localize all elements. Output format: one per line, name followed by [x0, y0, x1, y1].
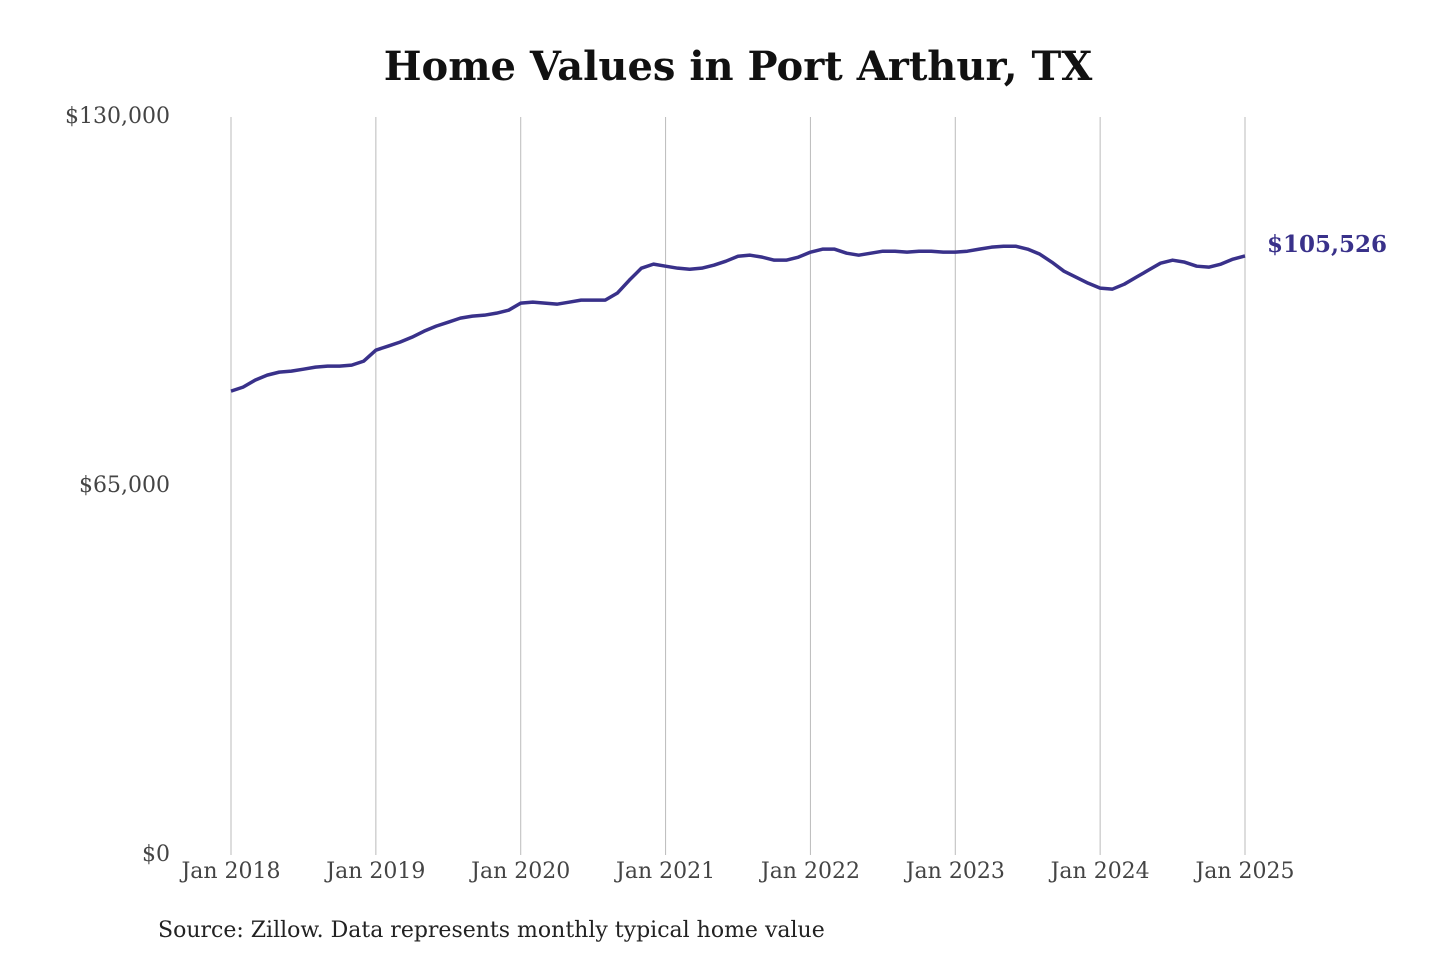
- x-tick-label: Jan 2022: [759, 859, 860, 884]
- x-tick-label: Jan 2023: [904, 859, 1005, 884]
- chart-title: Home Values in Port Arthur, TX: [384, 43, 1093, 90]
- x-tick-label: Jan 2021: [614, 859, 715, 884]
- x-tick-label: Jan 2024: [1049, 859, 1150, 884]
- source-note: Source: Zillow. Data represents monthly …: [158, 918, 825, 943]
- value-label: $105,526: [1267, 231, 1387, 258]
- y-tick-label: $65,000: [79, 473, 170, 498]
- x-tick-label: Jan 2019: [324, 859, 425, 884]
- x-tick-label: Jan 2020: [469, 859, 570, 884]
- y-tick-label: $130,000: [65, 104, 170, 129]
- line: [230, 244, 1246, 393]
- x-tick-label: Jan 2025: [1193, 859, 1294, 884]
- y-tick-label: $0: [142, 842, 170, 867]
- x-tick-label: Jan 2018: [179, 859, 280, 884]
